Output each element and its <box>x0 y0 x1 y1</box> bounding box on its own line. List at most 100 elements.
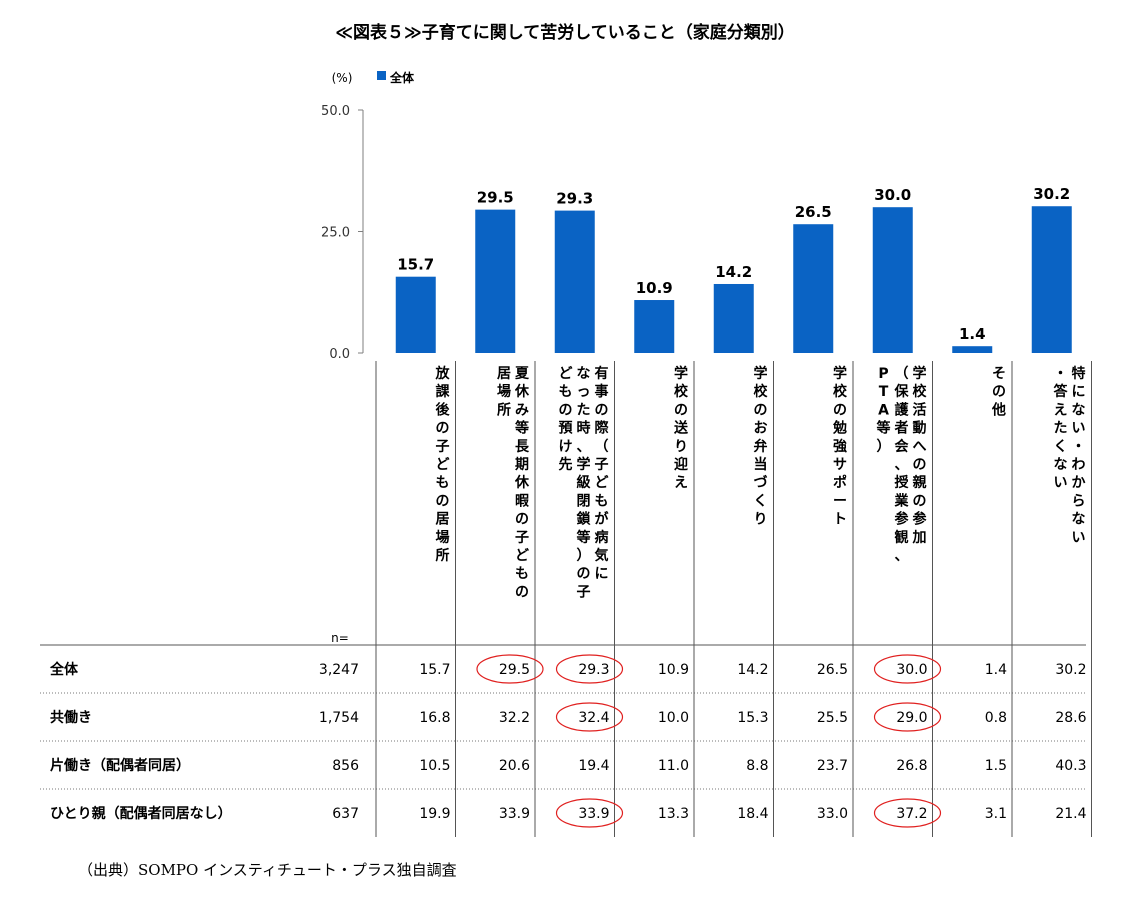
category-char: 者 <box>895 421 909 437</box>
category-char: 級 <box>577 474 591 491</box>
bar <box>952 346 993 353</box>
bar <box>793 224 834 353</box>
category-char: 校 <box>833 383 848 400</box>
category-char: ポ <box>833 474 847 491</box>
table-cell: 8.8 <box>746 758 768 774</box>
category-char: の <box>577 566 591 582</box>
category-char: の <box>595 402 609 418</box>
row-n-value: 1,754 <box>319 710 359 726</box>
category-char: の <box>754 402 768 418</box>
category-char: A <box>878 402 889 418</box>
category-char: 後 <box>436 401 451 418</box>
table-cell: 3.1 <box>985 806 1007 822</box>
category-char: P <box>878 366 888 382</box>
bar-value-label: 29.5 <box>477 189 514 207</box>
highlight-circle <box>555 654 624 684</box>
category-char: ） <box>577 548 591 564</box>
table-cell: 23.7 <box>817 758 848 774</box>
bar-value-label: 30.0 <box>874 186 911 204</box>
bar-value-label: 29.3 <box>556 190 593 208</box>
category-char: 学 <box>913 365 927 382</box>
category-char: 場 <box>436 529 450 546</box>
category-char: 課 <box>436 383 451 400</box>
category-char: ・ <box>1072 439 1086 455</box>
table-grid <box>40 361 1092 837</box>
table-cell: 11.0 <box>658 758 689 774</box>
bar <box>554 210 595 353</box>
category-char: も <box>595 493 609 509</box>
category-char: 放 <box>435 365 451 382</box>
category-char: ど <box>515 548 529 564</box>
category-char: 、 <box>577 439 591 455</box>
category-char: た <box>1054 421 1068 437</box>
category-char: っ <box>577 384 591 400</box>
category-char: 閉 <box>577 493 591 509</box>
category-char: 弁 <box>754 438 768 455</box>
y-tick-label: 0.0 <box>329 347 350 362</box>
bar-value-label: 30.2 <box>1033 185 1070 203</box>
category-char: 親 <box>913 474 927 491</box>
highlight-circle <box>873 702 942 732</box>
table-cell: 13.3 <box>658 806 689 822</box>
table-cell: 10.0 <box>658 710 689 726</box>
category-char: に <box>595 566 609 582</box>
category-char: お <box>754 421 768 437</box>
table-cell: 26.5 <box>817 662 848 678</box>
category-char: の <box>515 584 529 600</box>
category-char: り <box>754 512 768 528</box>
category-char: 保 <box>894 383 910 400</box>
category-char: そ <box>992 366 1006 382</box>
n-label: n= <box>331 631 349 645</box>
category-char: 期 <box>515 457 529 473</box>
category-char: 校 <box>754 383 769 400</box>
category-char: 護 <box>895 401 910 418</box>
category-char: ） <box>877 439 891 455</box>
category-char: 、 <box>895 548 909 564</box>
category-char: づ <box>754 474 768 491</box>
category-char: の <box>833 402 847 418</box>
table-row: ひとり親（配偶者同居なし） 637 19.9 33.9 33.9 13.3 18.4 33.0… <box>50 798 1087 828</box>
bar <box>872 207 913 353</box>
category-char: 業 <box>894 492 910 509</box>
category-char: く <box>754 493 768 509</box>
row-label: ひとり親（配偶者同居なし） <box>50 805 232 822</box>
table-row: 共働き 1,754 16.8 32.2 32.4 10.0 15.3 25.5 29.0 0.8 2… <box>50 702 1087 732</box>
category-char: り <box>674 439 688 455</box>
category-char: 勉 <box>832 420 847 437</box>
category-char: い <box>1072 530 1086 546</box>
bar <box>475 209 516 353</box>
category-char: 学 <box>833 365 847 382</box>
row-n-value: 637 <box>332 806 359 822</box>
category-char: 場 <box>497 383 511 400</box>
category-char: 事 <box>595 383 609 400</box>
table-cell: 0.8 <box>985 710 1007 726</box>
category-char: か <box>1072 475 1086 491</box>
category-char: が <box>595 511 610 528</box>
category-char: の <box>559 402 573 418</box>
table-cell: 18.4 <box>737 806 768 822</box>
category-char: 際 <box>595 420 610 437</box>
category-char: 迎 <box>674 456 688 473</box>
table-cell: 25.5 <box>817 710 848 726</box>
bar <box>713 283 754 353</box>
category-char: 預 <box>559 421 574 437</box>
category-char: 送 <box>673 420 689 437</box>
category-label: その他 <box>991 366 1006 418</box>
table-cell: 10.5 <box>419 758 450 774</box>
category-char: 子 <box>577 584 591 600</box>
category-char: 参 <box>913 511 928 528</box>
table-cell: 33.9 <box>499 806 530 822</box>
category-char: 長 <box>515 439 530 455</box>
table-cell: 1.4 <box>985 662 1007 678</box>
category-char: 特 <box>1072 365 1086 382</box>
table-cell: 21.4 <box>1055 806 1086 822</box>
table-cell: 30.0 <box>896 662 927 678</box>
category-char: も <box>515 566 529 582</box>
category-char: 有 <box>595 365 609 382</box>
category-char: 居 <box>497 366 511 382</box>
category-char: 学 <box>674 365 688 382</box>
